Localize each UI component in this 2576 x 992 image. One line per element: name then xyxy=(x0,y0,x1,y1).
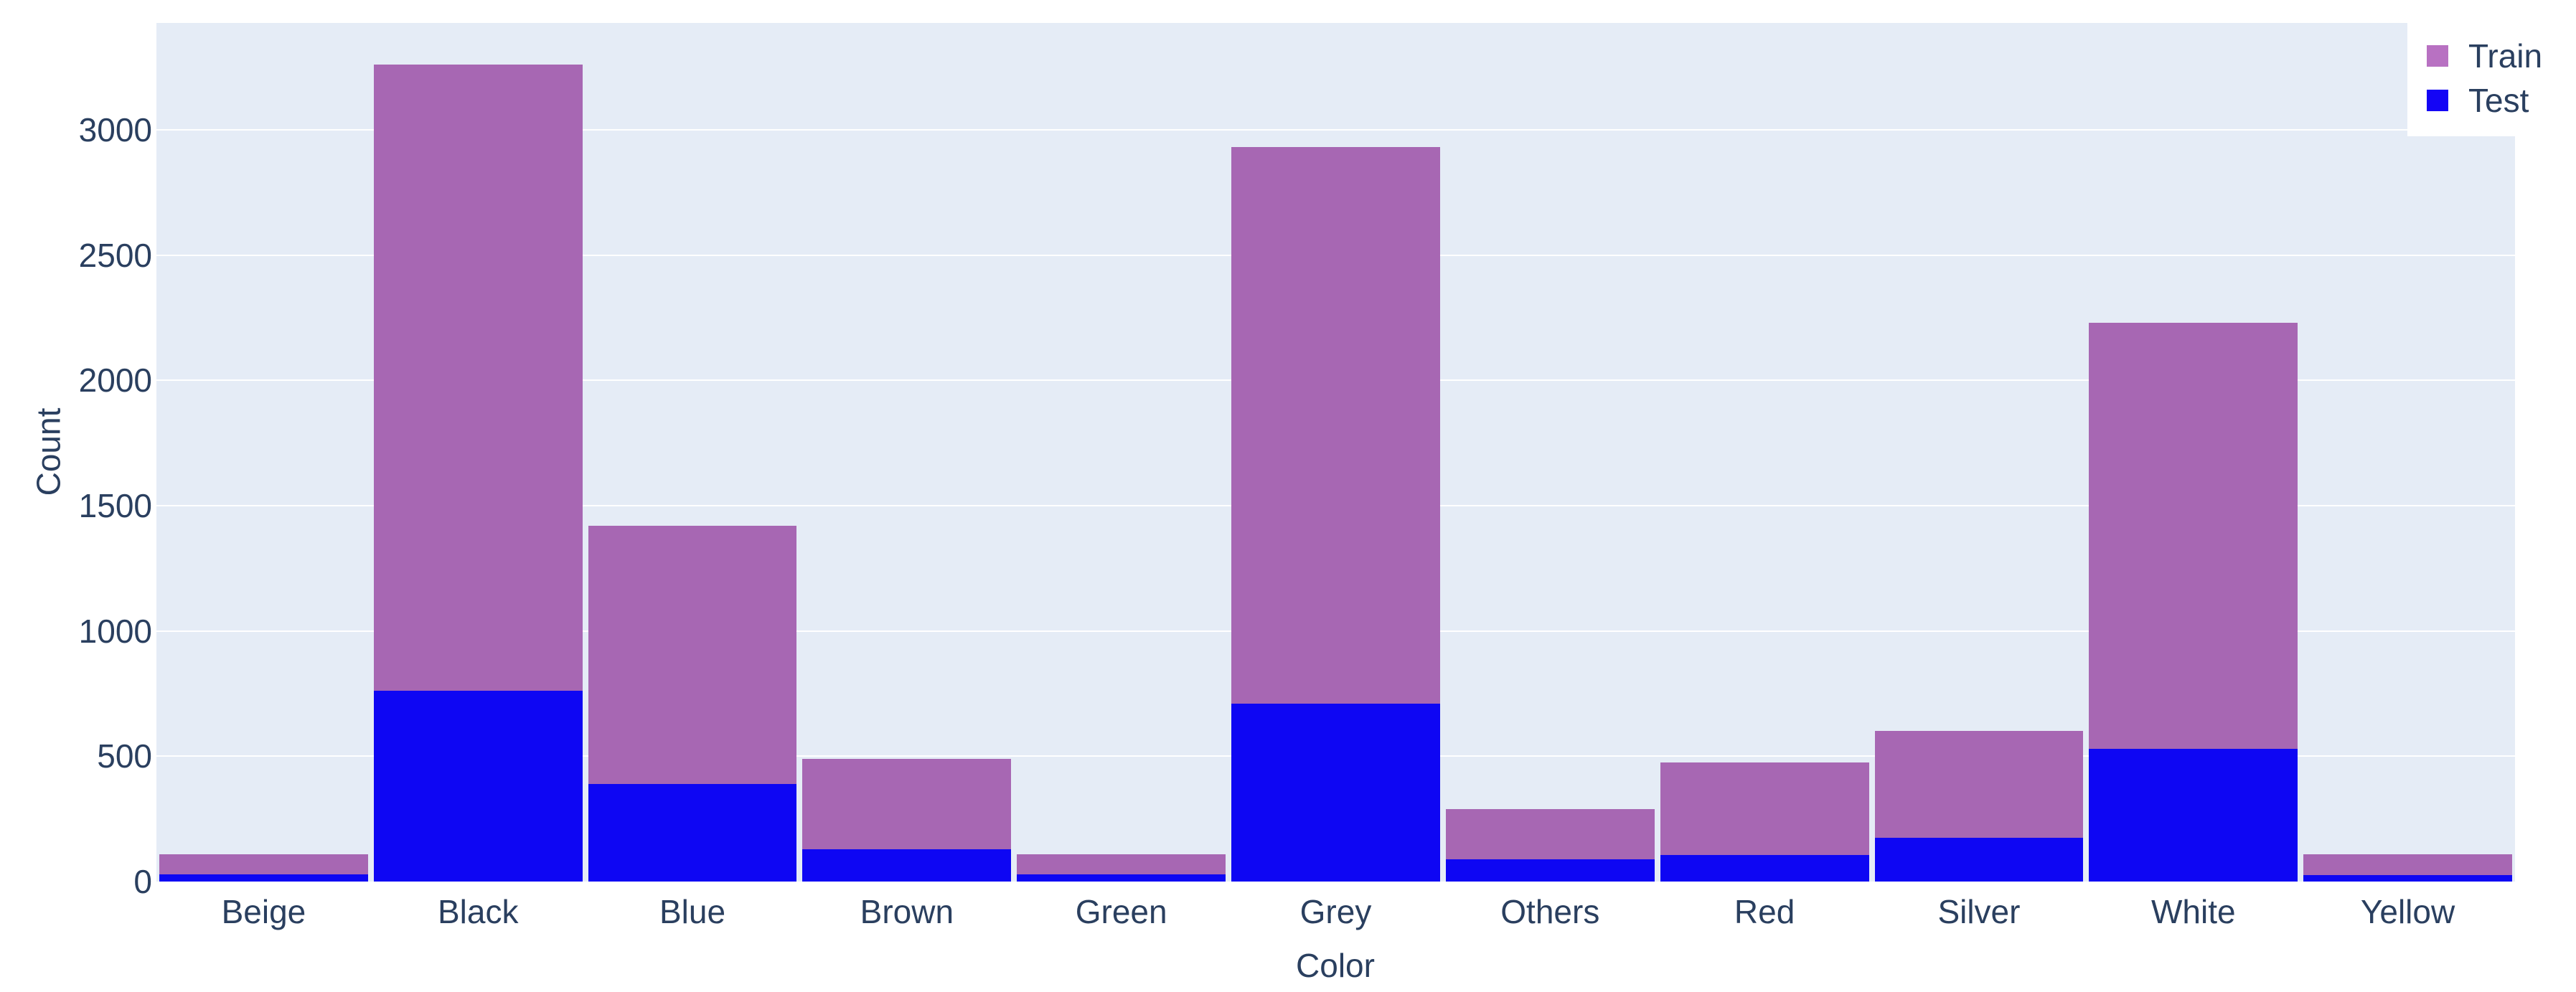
plot-area[interactable] xyxy=(156,23,2515,882)
x-axis-title: Color xyxy=(1296,947,1375,984)
bar-test-red[interactable] xyxy=(1660,855,1869,882)
legend-item-train[interactable]: Train xyxy=(2407,34,2576,78)
x-tick-label-silver: Silver xyxy=(1937,893,2021,930)
x-tick-label-grey: Grey xyxy=(1299,893,1372,930)
x-tick-label-white: White xyxy=(2150,893,2236,930)
x-tick-label-black: Black xyxy=(437,893,519,930)
legend-label-test: Test xyxy=(2468,82,2529,119)
legend-swatch-test xyxy=(2427,90,2448,111)
category-slot-grey xyxy=(1228,23,1443,882)
category-slot-white xyxy=(2086,23,2300,882)
category-slot-brown xyxy=(799,23,1014,882)
category-slot-red xyxy=(1658,23,1872,882)
category-slot-silver xyxy=(1872,23,2087,882)
category-slot-others xyxy=(1443,23,1658,882)
bar-test-grey[interactable] xyxy=(1231,703,1440,882)
x-tick-label-red: Red xyxy=(1734,893,1795,930)
category-slot-blue xyxy=(586,23,800,882)
bar-test-yellow[interactable] xyxy=(2303,875,2512,882)
bar-test-green[interactable] xyxy=(1017,874,1226,882)
y-tick-label-0: 0 xyxy=(133,863,152,900)
category-slot-green xyxy=(1014,23,1228,882)
y-tick-label-2500: 2500 xyxy=(78,236,152,274)
x-tick-label-blue: Blue xyxy=(659,893,726,930)
x-tick-label-beige: Beige xyxy=(221,893,306,930)
category-slot-yellow xyxy=(2300,23,2515,882)
y-tick-label-1000: 1000 xyxy=(78,612,152,650)
bar-test-brown[interactable] xyxy=(802,849,1012,882)
legend-item-test[interactable]: Test xyxy=(2407,78,2576,123)
bar-test-blue[interactable] xyxy=(588,783,797,882)
category-slot-black xyxy=(371,23,586,882)
x-tick-label-others: Others xyxy=(1500,893,1600,930)
x-tick-label-yellow: Yellow xyxy=(2360,893,2455,930)
x-tick-label-brown: Brown xyxy=(860,893,954,930)
category-slot-beige xyxy=(156,23,371,882)
bar-test-others[interactable] xyxy=(1445,859,1655,882)
legend-swatch-train xyxy=(2427,45,2448,67)
bar-test-beige[interactable] xyxy=(159,874,368,882)
bar-test-black[interactable] xyxy=(373,691,583,882)
y-tick-label-3000: 3000 xyxy=(78,110,152,148)
bar-test-white[interactable] xyxy=(2089,748,2298,882)
legend: Train Test xyxy=(2407,0,2576,136)
x-tick-label-green: Green xyxy=(1075,893,1167,930)
y-tick-label-500: 500 xyxy=(97,737,152,775)
y-tick-label-2000: 2000 xyxy=(78,362,152,400)
y-axis-title: Count xyxy=(29,407,67,496)
gridline-3000 xyxy=(156,128,2515,131)
bar-test-silver[interactable] xyxy=(1874,837,2084,882)
legend-label-train: Train xyxy=(2468,37,2543,75)
y-tick-label-1500: 1500 xyxy=(78,486,152,524)
